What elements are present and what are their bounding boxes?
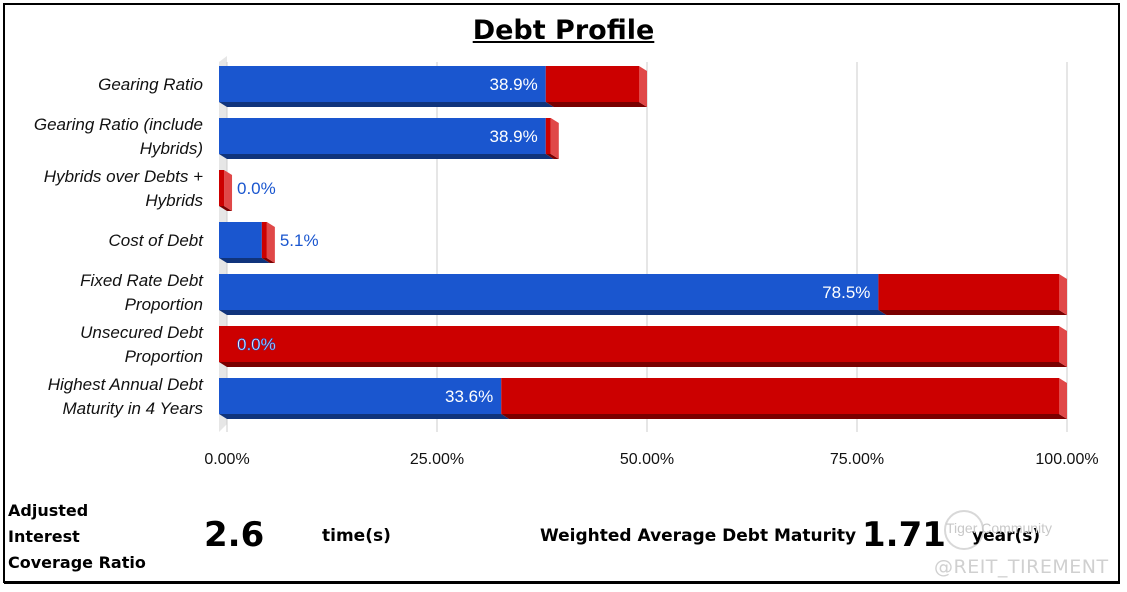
category-label: Hybrids): [140, 139, 203, 158]
bar-end-face: [266, 222, 275, 263]
bar-segment: [219, 274, 879, 310]
x-tick-label: 75.00%: [830, 451, 884, 468]
icr-label-line: Coverage Ratio: [8, 553, 146, 572]
data-label: 0.0%: [237, 335, 276, 354]
data-label: 0.0%: [237, 179, 276, 198]
bar-bottom-face: [219, 154, 554, 159]
icr-label-line: Interest: [8, 527, 80, 546]
category-label: Proportion: [125, 295, 203, 314]
bar-segment: [219, 118, 546, 154]
x-tick-label: 25.00%: [410, 451, 464, 468]
category-label: Unsecured Debt: [80, 323, 204, 342]
bar-bottom-face: [545, 102, 647, 107]
bar-segment: [219, 170, 225, 206]
icr-value: 2.6: [204, 515, 265, 555]
wadm-value: 1.71: [862, 515, 946, 555]
category-label: Fixed Rate Debt: [80, 271, 204, 290]
category-label: Maturity in 4 Years: [63, 399, 204, 418]
bar-segment: [219, 378, 502, 414]
icr-label-line: Adjusted: [8, 501, 89, 520]
watermark-handle: @REIT_TIREMENT: [934, 556, 1109, 578]
bar-bottom-face: [501, 414, 1067, 419]
category-label: Gearing Ratio (include: [34, 115, 203, 134]
bar-bottom-face: [545, 154, 559, 159]
data-label: 38.9%: [490, 127, 538, 146]
bar-end-face: [1059, 274, 1067, 315]
bar-bottom-face: [261, 258, 275, 263]
bar-bottom-face: [219, 362, 1067, 367]
bar-segment: [219, 326, 1059, 362]
bar-segment: [219, 222, 262, 258]
wadm-label: Weighted Average Debt Maturity: [540, 526, 857, 546]
x-tick-label: 0.00%: [204, 451, 249, 468]
bar-segment: [501, 378, 1059, 414]
bar-end-face: [1059, 378, 1067, 419]
bar-segment: [261, 222, 267, 258]
bar-segment: [545, 66, 639, 102]
icr-label: Adjusted Interest Coverage Ratio: [8, 498, 146, 576]
bar-bottom-face: [219, 206, 233, 211]
category-label: Highest Annual Debt: [48, 375, 205, 394]
category-label: Hybrids over Debts +: [44, 167, 203, 186]
bar-end-face: [639, 66, 647, 107]
data-label: 33.6%: [445, 387, 493, 406]
x-tick-label: 50.00%: [620, 451, 674, 468]
bar-end-face: [224, 170, 233, 211]
data-label: 38.9%: [490, 75, 538, 94]
icr-unit: time(s): [322, 526, 391, 546]
bar-segment: [219, 66, 546, 102]
bar-bottom-face: [878, 310, 1067, 315]
bar-bottom-face: [219, 414, 510, 419]
bar-bottom-face: [219, 258, 270, 263]
category-label: Cost of Debt: [109, 231, 205, 250]
watermark-community: Tiger Community: [946, 520, 1053, 536]
category-label: Proportion: [125, 347, 203, 366]
data-label: 5.1%: [280, 231, 319, 250]
bar-end-face: [1059, 326, 1067, 367]
x-tick-label: 100.00%: [1035, 451, 1098, 468]
chart-title: Debt Profile: [472, 15, 655, 46]
category-label: Gearing Ratio: [98, 75, 203, 94]
bar-end-face: [550, 118, 559, 159]
data-label: 78.5%: [822, 283, 870, 302]
bar-segment: [878, 274, 1059, 310]
watermark-logo-icon: [944, 510, 984, 550]
bar-segment: [545, 118, 551, 154]
category-label: Hybrids: [145, 191, 203, 210]
bar-bottom-face: [219, 102, 554, 107]
wadm-unit: year(s): [972, 526, 1041, 546]
bar-bottom-face: [219, 310, 887, 315]
